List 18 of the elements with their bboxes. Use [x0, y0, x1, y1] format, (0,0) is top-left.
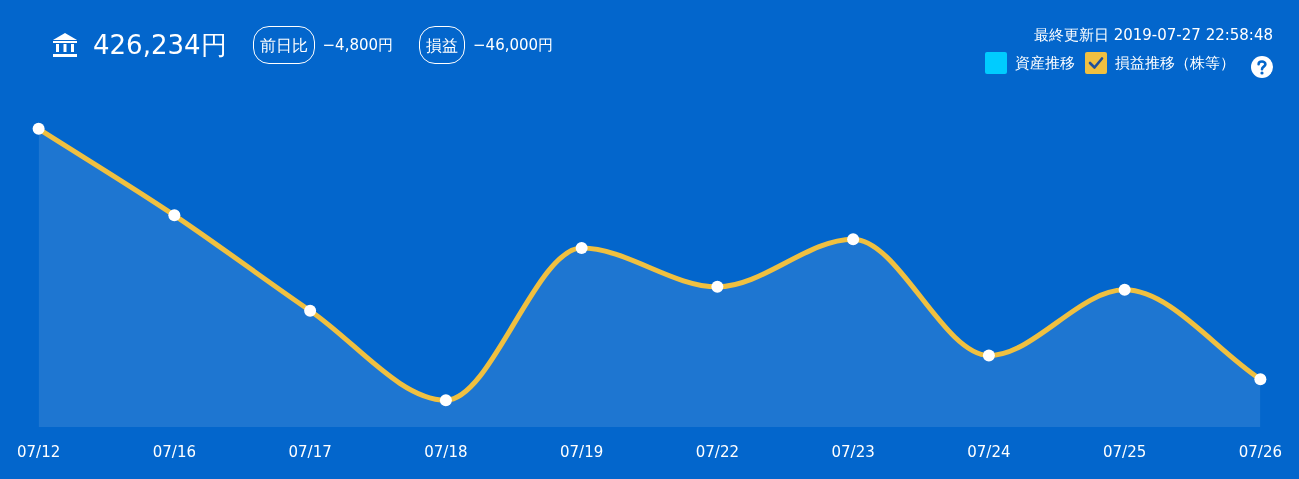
- x-tick-label: 07/16: [152, 442, 196, 461]
- legend-label: 損益推移（株等）: [1115, 53, 1235, 73]
- x-tick-label: 07/23: [831, 442, 875, 461]
- text: 前日比: [252, 26, 315, 64]
- text: 損益: [419, 26, 466, 64]
- x-tick-label: 07/12: [17, 442, 61, 461]
- text: −4,800円: [322, 35, 394, 55]
- x-tick-label: 07/18: [424, 442, 468, 461]
- x-tick-label: 07/22: [695, 442, 739, 461]
- chart-title: 426,234円: [93, 28, 227, 62]
- legend-label: 資産推移: [1015, 53, 1075, 73]
- text: −46,000円: [473, 35, 554, 55]
- x-tick-label: 07/26: [1238, 442, 1282, 461]
- x-tick-label: 07/25: [1103, 442, 1147, 461]
- x-tick-label: 07/17: [288, 442, 332, 461]
- text: 最終更新日 2019-07-27 22:58:48: [1033, 26, 1273, 45]
- x-tick-label: 07/24: [967, 442, 1011, 461]
- x-tick-label: 07/19: [560, 442, 604, 461]
